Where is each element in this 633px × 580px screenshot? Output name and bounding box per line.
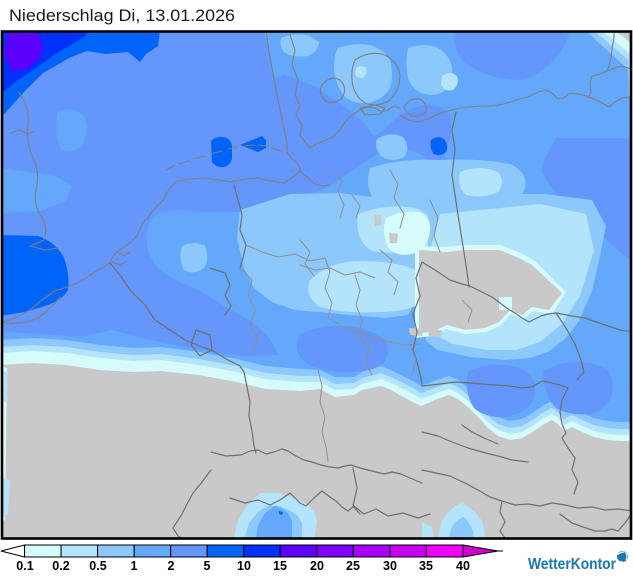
svg-text:0.1: 0.1 <box>16 559 33 573</box>
svg-text:20: 20 <box>310 559 324 573</box>
svg-text:10: 10 <box>237 559 251 573</box>
svg-text:2: 2 <box>168 559 175 573</box>
svg-text:WetterKontor: WetterKontor <box>528 556 616 573</box>
svg-text:0.2: 0.2 <box>52 559 69 573</box>
svg-text:30: 30 <box>383 559 397 573</box>
svg-text:15: 15 <box>273 559 287 573</box>
svg-text:5: 5 <box>204 559 211 573</box>
svg-text:0.5: 0.5 <box>89 559 106 573</box>
svg-text:35: 35 <box>419 559 433 573</box>
svg-text:Niederschlag Di, 13.01.2026: Niederschlag Di, 13.01.2026 <box>9 7 235 25</box>
svg-text:1: 1 <box>131 559 138 573</box>
svg-text:40: 40 <box>456 559 470 573</box>
svg-text:25: 25 <box>346 559 360 573</box>
